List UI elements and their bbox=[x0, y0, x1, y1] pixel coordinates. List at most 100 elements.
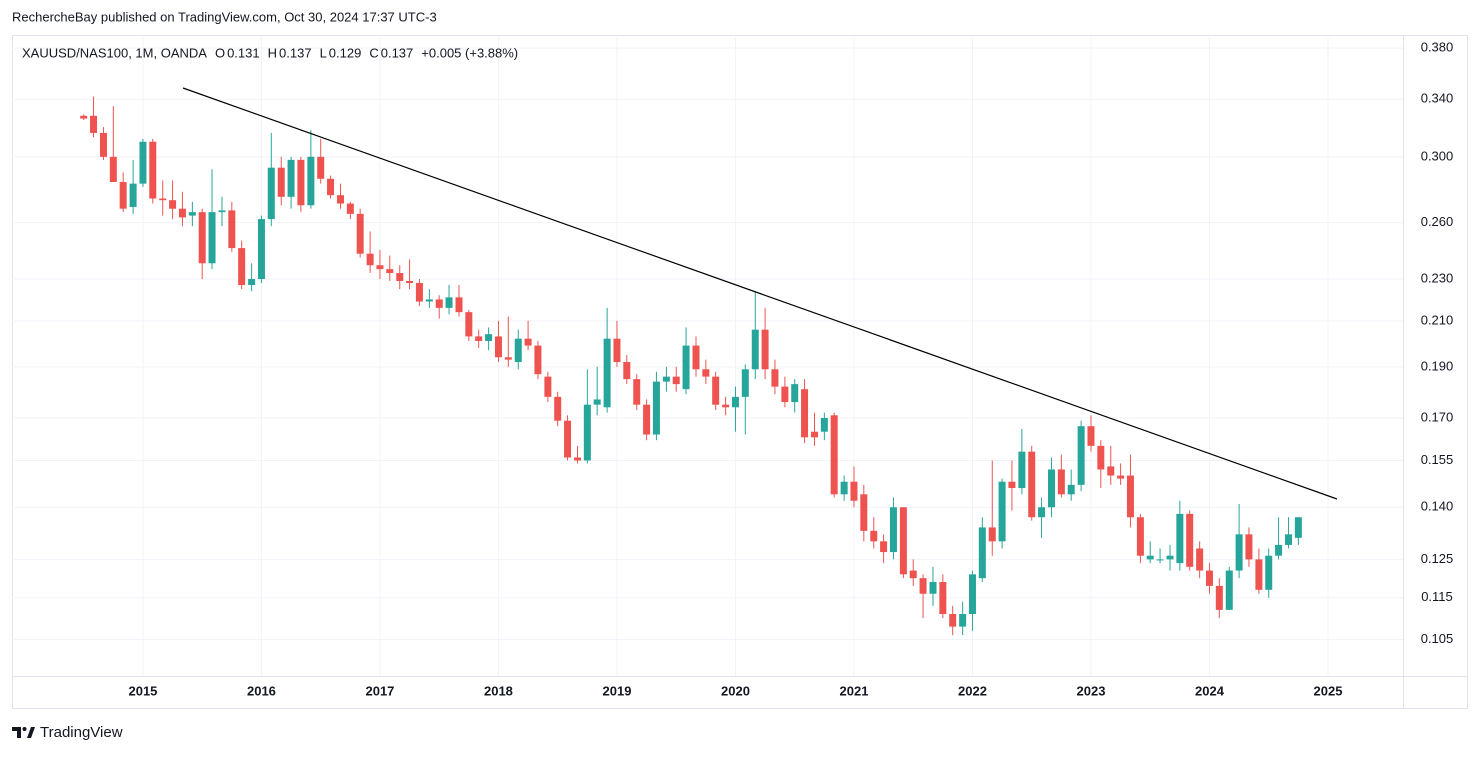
candle-body bbox=[1028, 451, 1036, 518]
candle-body bbox=[257, 219, 265, 279]
candle-body bbox=[277, 167, 285, 197]
candle-body bbox=[741, 369, 749, 397]
candle-body bbox=[1107, 466, 1115, 476]
candle-body bbox=[406, 281, 414, 284]
candle-body bbox=[791, 384, 799, 403]
candle-body bbox=[1255, 559, 1263, 590]
candle-body bbox=[692, 345, 700, 370]
candle-body bbox=[623, 362, 631, 380]
grid bbox=[12, 35, 1403, 676]
candle-body bbox=[593, 399, 601, 405]
candle-body bbox=[504, 357, 512, 360]
candle-body bbox=[959, 614, 967, 627]
candle-body bbox=[939, 582, 947, 615]
candle-body bbox=[139, 141, 147, 184]
candle-body bbox=[870, 530, 878, 542]
legend-text: 0.131 bbox=[227, 45, 260, 60]
y-tick-label: 0.155 bbox=[1421, 452, 1454, 467]
candle-body bbox=[238, 248, 246, 286]
candle-body bbox=[1205, 570, 1213, 586]
x-tick-label: 2022 bbox=[958, 683, 987, 698]
candle-body bbox=[336, 195, 344, 204]
candle-body bbox=[968, 574, 976, 615]
candle-body bbox=[613, 338, 621, 363]
candle-body bbox=[1146, 555, 1154, 560]
candle-body bbox=[998, 481, 1006, 542]
candle-body bbox=[1097, 445, 1105, 470]
candle-body bbox=[178, 208, 186, 218]
candle-body bbox=[425, 299, 433, 302]
candle-body bbox=[1245, 534, 1253, 560]
candle-body bbox=[465, 312, 473, 337]
x-tick-label: 2021 bbox=[840, 683, 869, 698]
candle-body bbox=[1136, 517, 1144, 556]
candle-body bbox=[248, 278, 256, 286]
candle-body bbox=[761, 329, 769, 370]
candle-body bbox=[978, 527, 986, 579]
candle-body bbox=[949, 614, 957, 627]
candle-body bbox=[712, 376, 720, 405]
candle-body bbox=[722, 404, 730, 408]
candle-body bbox=[287, 159, 295, 197]
y-tick-label: 0.190 bbox=[1421, 358, 1454, 373]
ohlc-legend: XAUUSD/NAS100, 1M, OANDA O 0.131 H 0.137 L 0.1… bbox=[22, 45, 518, 60]
candle-body bbox=[662, 376, 670, 382]
legend-text: +0.005 (+3.88%) bbox=[421, 45, 518, 60]
y-tick-label: 0.340 bbox=[1421, 91, 1454, 106]
y-tick-label: 0.210 bbox=[1421, 312, 1454, 327]
x-tick-label: 2017 bbox=[365, 683, 394, 698]
legend-text: 0.137 bbox=[381, 45, 414, 60]
candle-body bbox=[554, 396, 562, 421]
brand: TradingView bbox=[40, 724, 123, 741]
candle-body bbox=[643, 404, 651, 435]
candle-body bbox=[346, 203, 354, 214]
candle-body bbox=[1294, 517, 1302, 538]
candle-body bbox=[267, 167, 275, 220]
y-tick-label: 0.230 bbox=[1421, 270, 1454, 285]
y-tick-label: 0.115 bbox=[1421, 589, 1453, 604]
logo-mark bbox=[22, 727, 27, 731]
candle-body bbox=[1186, 513, 1194, 567]
candle-body bbox=[435, 299, 443, 308]
candle-body bbox=[169, 200, 177, 209]
candle-body bbox=[198, 212, 206, 264]
y-tick-label: 0.260 bbox=[1421, 214, 1454, 229]
candle-body bbox=[218, 210, 226, 213]
candle-body bbox=[682, 345, 690, 390]
x-tick-label: 2016 bbox=[247, 683, 276, 698]
candle-body bbox=[652, 381, 660, 435]
y-tick-label: 0.105 bbox=[1421, 631, 1454, 646]
candle-body bbox=[850, 481, 858, 501]
legend-text: C bbox=[369, 45, 378, 60]
x-tick-label: 2015 bbox=[128, 683, 157, 698]
x-tick-label: 2023 bbox=[1077, 683, 1106, 698]
candle-body bbox=[1235, 534, 1243, 571]
tradingview-logo bbox=[12, 727, 35, 738]
candle-body bbox=[583, 404, 591, 461]
y-tick-label: 0.140 bbox=[1421, 499, 1454, 514]
candle-body bbox=[317, 156, 325, 179]
candle-body bbox=[1275, 544, 1283, 556]
candle-body bbox=[1077, 426, 1085, 485]
candle-body bbox=[771, 369, 779, 387]
candle-body bbox=[860, 494, 868, 531]
chart-frame bbox=[12, 35, 1468, 709]
candle-body bbox=[1117, 475, 1125, 479]
candle-body bbox=[830, 415, 838, 495]
candle-body bbox=[702, 369, 710, 377]
candle-body bbox=[396, 273, 404, 282]
candle-body bbox=[475, 336, 483, 341]
x-tick-label: 2020 bbox=[721, 683, 750, 698]
y-tick-label: 0.170 bbox=[1421, 409, 1454, 424]
candle-body bbox=[672, 376, 680, 385]
candle-body bbox=[633, 379, 641, 405]
legend-text: H bbox=[268, 45, 277, 60]
candle-body bbox=[1087, 426, 1095, 446]
candle-body bbox=[455, 297, 463, 313]
candle-body bbox=[899, 507, 907, 575]
candles bbox=[80, 96, 1302, 636]
candle-body bbox=[485, 334, 493, 341]
logo-mark bbox=[27, 727, 35, 738]
